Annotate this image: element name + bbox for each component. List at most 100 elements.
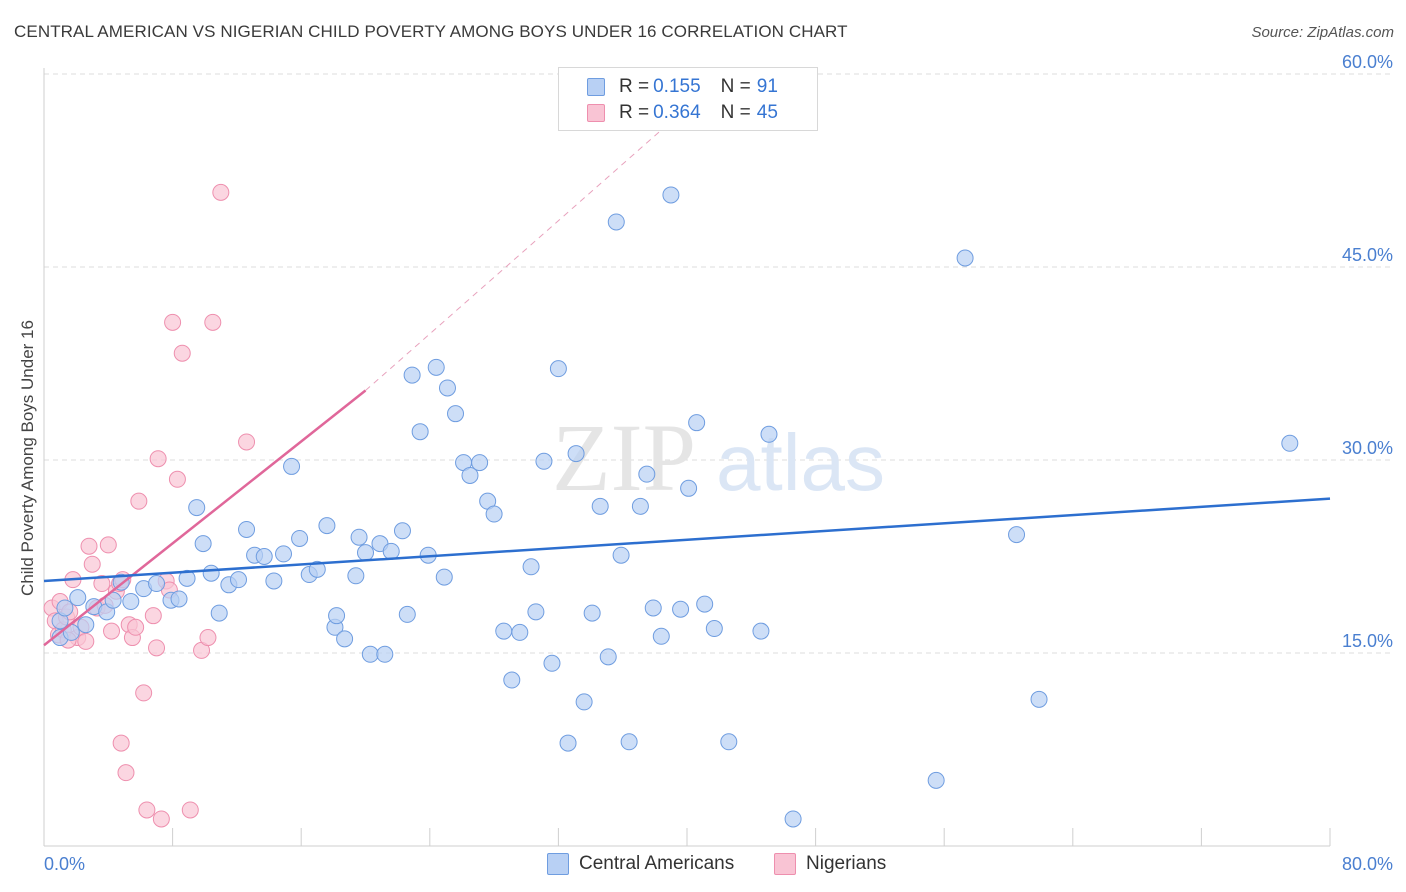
nigerians-point (144, 607, 162, 625)
central-americans-trend-line (43, 497, 1331, 583)
central-americans-point (522, 558, 540, 576)
central-americans-point (347, 567, 365, 585)
central-americans-point (535, 452, 553, 470)
r-value: 0.364 (653, 102, 701, 123)
central-americans-point (503, 671, 521, 689)
nigerians-legend-swatch (774, 853, 796, 875)
stats-legend-row-nigerians: R = 0.364 N = 45 (587, 101, 778, 125)
y-axis-label: Child Poverty Among Boys Under 16 (18, 320, 37, 596)
central-americans-point (361, 645, 379, 663)
central-americans-point (760, 425, 778, 443)
central-americans-point (398, 605, 416, 623)
central-americans-point (620, 733, 638, 751)
nigerians-point (164, 313, 182, 331)
central-americans-point (705, 620, 723, 638)
central-americans-point (291, 529, 309, 547)
central-americans-point (688, 414, 706, 432)
r-value: 0.155 (653, 76, 701, 97)
nigerians-point (168, 470, 186, 488)
central-americans-point (680, 479, 698, 497)
central-americans-point (1281, 434, 1299, 452)
legend-label-nigerians: Nigerians (806, 853, 887, 874)
central-americans-point (275, 545, 293, 563)
r-label: R = (619, 102, 650, 123)
trend-lines (43, 107, 1331, 647)
legend-item-central-americans[interactable]: Central Americans (547, 851, 734, 877)
central-americans-point (575, 693, 593, 711)
nigerians-point (138, 801, 156, 819)
central-americans-swatch (587, 78, 605, 96)
central-americans-point (104, 591, 122, 609)
central-americans-point (527, 603, 545, 621)
watermark-atlas: atlas (716, 418, 885, 507)
central-americans-point (411, 423, 429, 441)
nigerians-point (181, 801, 199, 819)
central-americans-point (652, 627, 670, 645)
central-americans-point (77, 616, 95, 634)
x-tick-label-min: 0.0% (44, 854, 85, 874)
central-americans-points (51, 186, 1299, 828)
central-americans-point (122, 593, 140, 611)
watermark: ZIP atlas (552, 404, 885, 511)
central-americans-point (69, 589, 87, 607)
chart-title: CENTRAL AMERICAN VS NIGERIAN CHILD POVER… (14, 22, 848, 41)
central-americans-point (696, 595, 714, 613)
r-label: R = (619, 76, 650, 97)
nigerians-points (43, 183, 256, 828)
nigerians-point (135, 684, 153, 702)
legend-item-nigerians[interactable]: Nigerians (774, 851, 886, 877)
central-americans-point (752, 622, 770, 640)
x-tick-label-max: 80.0% (1342, 854, 1393, 874)
central-americans-point (403, 366, 421, 384)
central-americans-point (447, 405, 465, 423)
grid-lines (44, 73, 1394, 654)
central-americans-point (1008, 526, 1026, 544)
nigerians-point (112, 734, 130, 752)
nigerians-point (173, 344, 191, 362)
central-americans-point (591, 497, 609, 515)
central-americans-point (485, 505, 503, 523)
central-americans-point (631, 497, 649, 515)
central-americans-point (612, 546, 630, 564)
nigerians-swatch (587, 104, 605, 122)
central-americans-point (495, 622, 513, 640)
central-americans-point (255, 548, 273, 565)
nigerians-point (148, 639, 166, 657)
nigerians-trend-line (43, 389, 367, 647)
axes (43, 68, 1331, 847)
central-americans-point (672, 600, 690, 618)
central-americans-point (210, 604, 228, 622)
central-americans-point (376, 645, 394, 663)
central-americans-point (511, 623, 529, 641)
central-americans-point (188, 499, 206, 517)
central-americans-point (599, 648, 617, 666)
nigerians-point (149, 450, 167, 468)
central-americans-point (662, 186, 680, 204)
nigerians-point (204, 313, 222, 331)
central-americans-point (350, 528, 368, 546)
central-americans-point (583, 604, 601, 622)
central-americans-point (567, 445, 585, 463)
central-americans-point (638, 465, 656, 483)
central-americans-point (461, 466, 479, 484)
central-americans-point (559, 734, 577, 752)
central-americans-point (56, 599, 74, 617)
central-americans-point (328, 607, 346, 625)
stats-legend-row-central-americans: R = 0.155 N = 91 (587, 75, 778, 99)
nigerians-trend-extension (365, 107, 688, 391)
nigerians-point (130, 492, 148, 510)
central-americans-point (1030, 690, 1048, 708)
central-americans-point (543, 654, 561, 672)
central-americans-point (178, 569, 196, 587)
nigerians-point (103, 622, 121, 640)
y-tick-label: 30.0% (1342, 438, 1393, 458)
central-americans-point (393, 522, 411, 540)
n-value: 45 (756, 102, 778, 123)
central-americans-point (471, 454, 489, 472)
central-americans-point (927, 771, 945, 789)
nigerians-point (83, 555, 101, 573)
central-americans-point (202, 564, 220, 582)
nigerians-point (99, 536, 117, 554)
central-americans-point (283, 457, 301, 475)
